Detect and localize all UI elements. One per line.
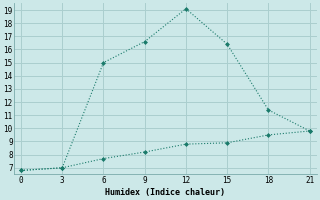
X-axis label: Humidex (Indice chaleur): Humidex (Indice chaleur) [105,188,225,197]
